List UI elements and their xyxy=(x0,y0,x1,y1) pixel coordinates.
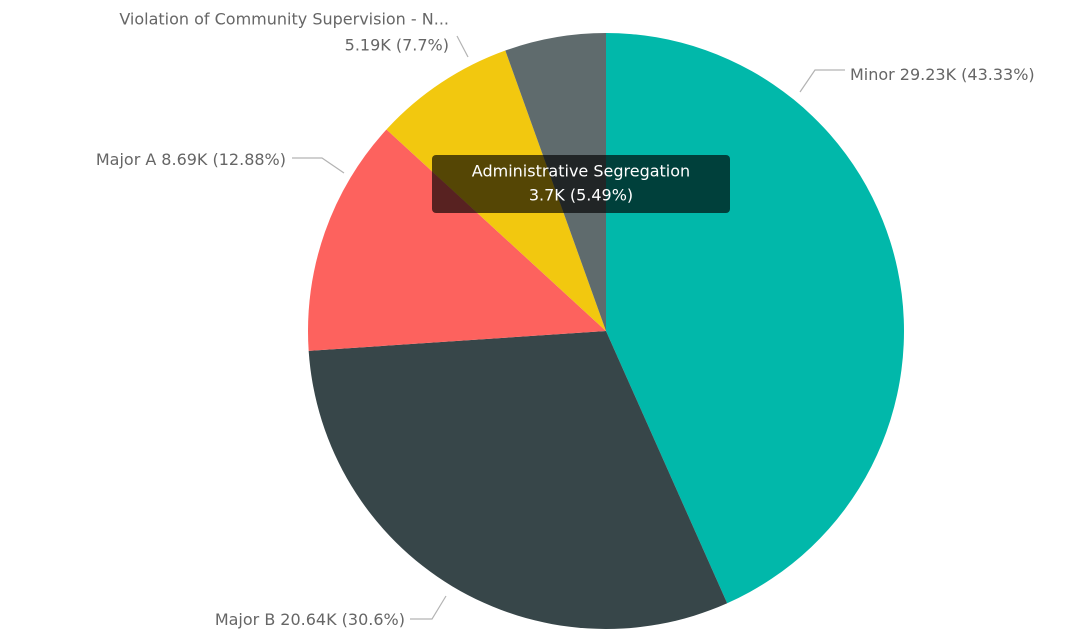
slice-category: Major A xyxy=(96,150,157,169)
slice-label: Major A 8.69K (12.88%) xyxy=(96,150,286,169)
tooltip-value: 3.7K (5.49%) xyxy=(529,186,633,205)
pie-slice xyxy=(308,129,606,351)
slice-label: Major B 20.64K (30.6%) xyxy=(215,610,405,629)
slice-category: Major B xyxy=(215,610,275,629)
leader-line xyxy=(456,35,469,58)
leader-line xyxy=(410,595,447,620)
slice-value-label: 29.23K (43.33%) xyxy=(900,65,1035,84)
slice-label: Violation of Community Supervision - N..… xyxy=(119,10,449,29)
pie-slice xyxy=(308,331,728,629)
slice-value-label: 20.64K (30.6%) xyxy=(280,610,405,629)
slice-value-label: 8.69K (12.88%) xyxy=(161,150,286,169)
slice-category: Minor xyxy=(850,65,895,84)
tooltip-category: Administrative Segregation xyxy=(472,162,690,181)
tooltip: Administrative Segregation 3.7K (5.49%) xyxy=(432,155,730,213)
slice-value-label: 5.19K (7.7%) xyxy=(345,36,449,55)
tooltip-box xyxy=(432,155,730,213)
leader-line xyxy=(799,69,845,93)
leader-line xyxy=(292,157,345,174)
slice-label: Minor 29.23K (43.33%) xyxy=(850,65,1035,84)
